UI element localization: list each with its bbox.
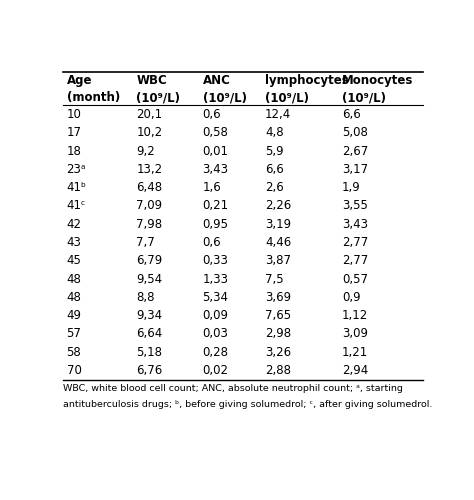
Text: 43: 43 — [66, 236, 82, 249]
Text: 12,4: 12,4 — [265, 108, 291, 121]
Text: 23ᵃ: 23ᵃ — [66, 163, 86, 176]
Text: 0,21: 0,21 — [202, 200, 228, 212]
Text: Age: Age — [66, 74, 92, 88]
Text: 45: 45 — [66, 254, 82, 268]
Text: 41ᶜ: 41ᶜ — [66, 200, 86, 212]
Text: 3,17: 3,17 — [342, 163, 368, 176]
Text: 8,8: 8,8 — [137, 291, 155, 304]
Text: 3,09: 3,09 — [342, 328, 368, 340]
Text: 1,9: 1,9 — [342, 181, 361, 194]
Text: 0,6: 0,6 — [202, 108, 221, 121]
Text: 41ᵇ: 41ᵇ — [66, 181, 87, 194]
Text: 20,1: 20,1 — [137, 108, 163, 121]
Text: WBC, white blood cell count; ANC, absolute neutrophil count; ᵃ, starting: WBC, white blood cell count; ANC, absolu… — [63, 384, 403, 393]
Text: 4,8: 4,8 — [265, 126, 283, 140]
Text: 70: 70 — [66, 364, 82, 377]
Text: 3,69: 3,69 — [265, 291, 291, 304]
Text: 5,18: 5,18 — [137, 346, 163, 358]
Text: 2,77: 2,77 — [342, 254, 368, 268]
Text: 0,03: 0,03 — [202, 328, 228, 340]
Text: 6,64: 6,64 — [137, 328, 163, 340]
Text: 1,12: 1,12 — [342, 309, 368, 322]
Text: Monocytes: Monocytes — [342, 74, 413, 88]
Text: 5,08: 5,08 — [342, 126, 368, 140]
Text: 48: 48 — [66, 272, 82, 285]
Text: 7,5: 7,5 — [265, 272, 283, 285]
Text: 0,01: 0,01 — [202, 144, 228, 158]
Text: antituberculosis drugs; ᵇ, before giving solumedrol; ᶜ, after giving solumedrol.: antituberculosis drugs; ᵇ, before giving… — [63, 400, 432, 409]
Text: 18: 18 — [66, 144, 82, 158]
Text: 7,7: 7,7 — [137, 236, 155, 249]
Text: 1,21: 1,21 — [342, 346, 368, 358]
Text: 42: 42 — [66, 218, 82, 230]
Text: 7,98: 7,98 — [137, 218, 163, 230]
Text: (month): (month) — [66, 91, 120, 104]
Text: WBC: WBC — [137, 74, 167, 88]
Text: (10⁹/L): (10⁹/L) — [137, 91, 181, 104]
Text: lymphocytes: lymphocytes — [265, 74, 349, 88]
Text: 5,9: 5,9 — [265, 144, 283, 158]
Text: (10⁹/L): (10⁹/L) — [202, 91, 246, 104]
Text: 6,79: 6,79 — [137, 254, 163, 268]
Text: 2,26: 2,26 — [265, 200, 291, 212]
Text: (10⁹/L): (10⁹/L) — [342, 91, 386, 104]
Text: 2,88: 2,88 — [265, 364, 291, 377]
Text: 3,26: 3,26 — [265, 346, 291, 358]
Text: (10⁹/L): (10⁹/L) — [265, 91, 309, 104]
Text: 9,34: 9,34 — [137, 309, 163, 322]
Text: 0,28: 0,28 — [202, 346, 228, 358]
Text: 1,6: 1,6 — [202, 181, 221, 194]
Text: 7,09: 7,09 — [137, 200, 163, 212]
Text: 0,02: 0,02 — [202, 364, 228, 377]
Text: 6,6: 6,6 — [342, 108, 361, 121]
Text: 6,48: 6,48 — [137, 181, 163, 194]
Text: 0,33: 0,33 — [202, 254, 228, 268]
Text: 49: 49 — [66, 309, 82, 322]
Text: 4,46: 4,46 — [265, 236, 291, 249]
Text: 57: 57 — [66, 328, 82, 340]
Text: 3,87: 3,87 — [265, 254, 291, 268]
Text: 7,65: 7,65 — [265, 309, 291, 322]
Text: 2,98: 2,98 — [265, 328, 291, 340]
Text: 5,34: 5,34 — [202, 291, 228, 304]
Text: 17: 17 — [66, 126, 82, 140]
Text: 0,57: 0,57 — [342, 272, 368, 285]
Text: 2,77: 2,77 — [342, 236, 368, 249]
Text: 6,76: 6,76 — [137, 364, 163, 377]
Text: 58: 58 — [66, 346, 82, 358]
Text: 2,6: 2,6 — [265, 181, 284, 194]
Text: 2,94: 2,94 — [342, 364, 368, 377]
Text: 6,6: 6,6 — [265, 163, 284, 176]
Text: 3,19: 3,19 — [265, 218, 291, 230]
Text: 10: 10 — [66, 108, 82, 121]
Text: 9,54: 9,54 — [137, 272, 163, 285]
Text: 10,2: 10,2 — [137, 126, 163, 140]
Text: 0,95: 0,95 — [202, 218, 228, 230]
Text: 1,33: 1,33 — [202, 272, 228, 285]
Text: 13,2: 13,2 — [137, 163, 163, 176]
Text: 9,2: 9,2 — [137, 144, 155, 158]
Text: 3,55: 3,55 — [342, 200, 368, 212]
Text: 0,6: 0,6 — [202, 236, 221, 249]
Text: 0,09: 0,09 — [202, 309, 228, 322]
Text: 3,43: 3,43 — [342, 218, 368, 230]
Text: 0,58: 0,58 — [202, 126, 228, 140]
Text: ANC: ANC — [202, 74, 230, 88]
Text: 3,43: 3,43 — [202, 163, 228, 176]
Text: 2,67: 2,67 — [342, 144, 368, 158]
Text: 48: 48 — [66, 291, 82, 304]
Text: 0,9: 0,9 — [342, 291, 361, 304]
